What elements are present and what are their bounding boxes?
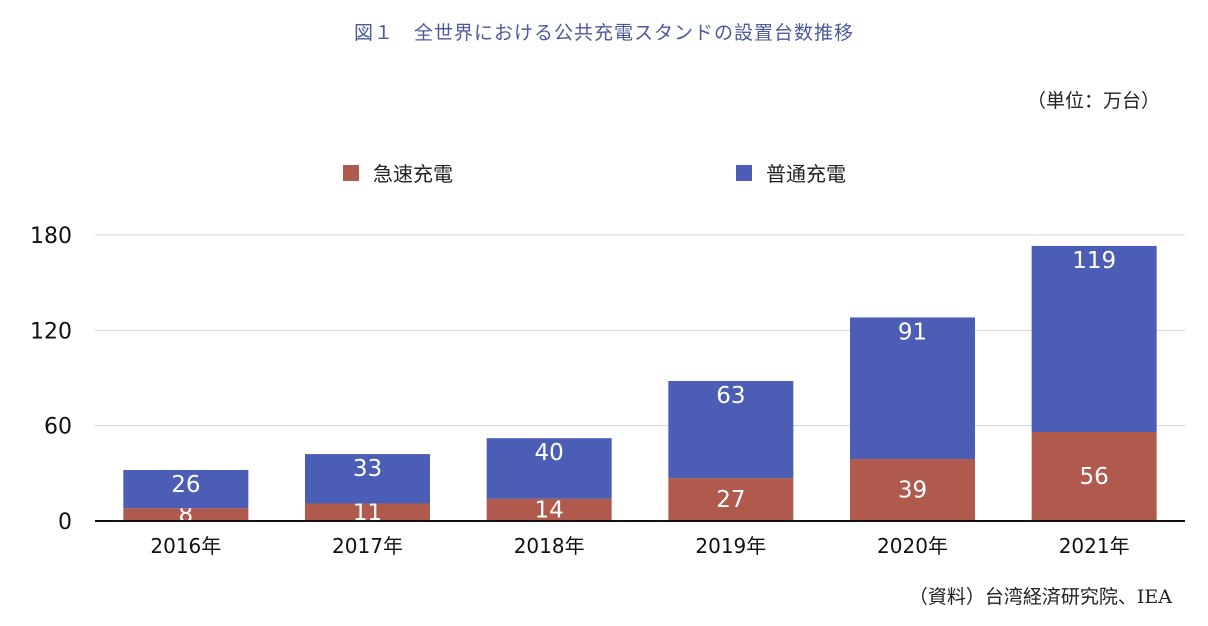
legend-item-normal: 普通充電 — [736, 158, 846, 187]
bar-rapid-2018 — [486, 498, 612, 520]
data-label-normal-2021: 119 — [1072, 248, 1116, 274]
data-label-normal-2020: 91 — [898, 319, 927, 345]
y-tick-label-180: 180 — [30, 224, 72, 249]
data-label-rapid-2020: 39 — [898, 478, 927, 504]
bar-rapid-2020 — [850, 459, 975, 520]
x-tick-label-2017: 2017年 — [332, 534, 403, 558]
data-label-normal-2019: 63 — [716, 383, 745, 409]
bar-rapid-2021 — [1031, 432, 1157, 520]
legend-label-normal: 普通充電 — [766, 162, 846, 186]
chart-title: 図１ 全世界における公共充電スタンドの設置台数推移 — [353, 22, 854, 44]
bar-rapid-2016 — [123, 508, 249, 520]
bar-normal-2017 — [305, 454, 430, 504]
data-label-rapid-2021: 56 — [1080, 464, 1109, 490]
data-label-normal-2018: 40 — [535, 440, 564, 466]
legend: 急速充電 普通充電 — [0, 158, 1208, 188]
data-label-normal-2016: 26 — [171, 472, 200, 498]
legend-swatch-rapid — [343, 164, 359, 181]
x-tick-label-2016: 2016年 — [150, 534, 221, 558]
bar-normal-2019 — [668, 381, 794, 479]
bar-normal-2018 — [486, 438, 612, 499]
y-tick-label-0: 0 — [58, 510, 72, 535]
x-tick-label-2021: 2021年 — [1059, 534, 1130, 558]
x-tick-label-2020: 2020年 — [877, 534, 948, 558]
legend-label-rapid: 急速充電 — [373, 162, 453, 186]
x-tick-label-2019: 2019年 — [695, 534, 766, 558]
legend-swatch-normal — [736, 164, 752, 181]
bar-normal-2021 — [1031, 245, 1157, 433]
legend-item-rapid: 急速充電 — [343, 158, 453, 187]
unit-label: （単位：万台） — [1026, 90, 1160, 112]
bar-rapid-2017 — [305, 503, 430, 520]
y-tick-label-120: 120 — [30, 319, 72, 344]
bar-normal-2020 — [850, 317, 975, 460]
bar-rapid-2019 — [668, 478, 794, 520]
source-note: （資料）台湾経済研究院、IEA — [908, 586, 1172, 608]
bar-normal-2016 — [123, 469, 249, 509]
data-label-normal-2017: 33 — [353, 456, 382, 482]
data-label-rapid-2018: 14 — [535, 497, 564, 523]
data-label-rapid-2019: 27 — [716, 487, 745, 513]
x-tick-label-2018: 2018年 — [514, 534, 585, 558]
y-tick-label-60: 60 — [44, 415, 72, 440]
